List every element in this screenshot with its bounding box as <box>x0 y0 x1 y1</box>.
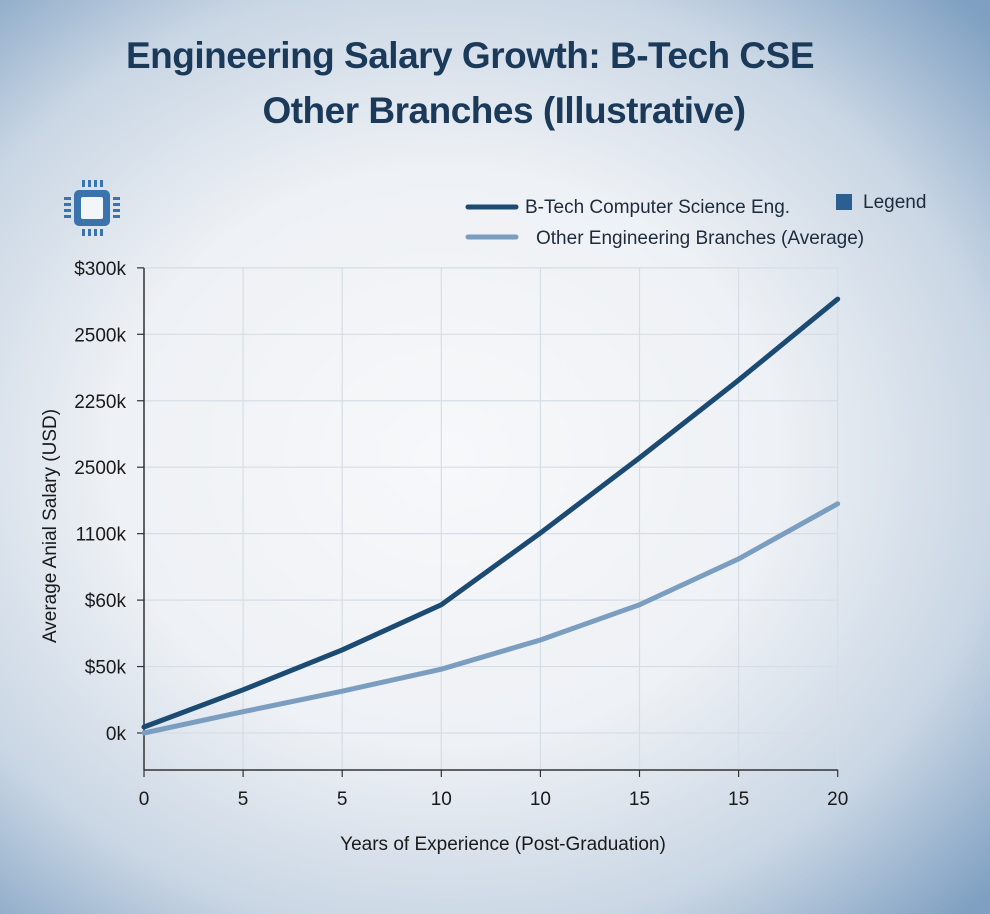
x-tick-label: 10 <box>530 789 551 810</box>
x-tick-label: 5 <box>238 789 249 810</box>
y-tick-label: 0k <box>106 724 127 745</box>
legend-marker <box>836 194 852 210</box>
y-tick-label: $50k <box>85 658 127 679</box>
y-tick-label: $60k <box>85 591 127 612</box>
x-tick-label: 15 <box>728 789 749 810</box>
y-axis-label: Average Anial Salary (USD) <box>40 409 61 643</box>
y-tick-label: 2250k <box>74 392 126 413</box>
y-tick-label: 2500k <box>74 458 126 479</box>
x-axis-label: Years of Experience (Post-Graduation) <box>340 834 666 855</box>
y-tick-label: $300k <box>74 259 126 280</box>
y-tick-label: 1100k <box>76 525 127 546</box>
cpu-chip-icon <box>64 180 120 236</box>
legend-title: Legend <box>863 192 926 213</box>
x-tick-label: 10 <box>431 789 452 810</box>
grid <box>143 267 839 770</box>
x-tick-label: 0 <box>139 789 150 810</box>
legend-label-other: Other Engineering Branches (Average) <box>536 228 864 249</box>
axes <box>137 267 839 777</box>
series-line-other <box>141 501 841 736</box>
chart-title: Engineering Salary Growth: B-Tech CSE Ot… <box>0 28 990 138</box>
series-lines <box>141 296 841 736</box>
chart-title-line-2: Other Branches (Illustrative) <box>262 90 746 131</box>
x-tick-label: 5 <box>337 789 348 810</box>
legend: B-Tech Computer Science Eng. Other Engin… <box>465 192 926 249</box>
chart-title-line-1: Engineering Salary Growth: B-Tech CSE <box>125 35 815 76</box>
legend-label-cse: B-Tech Computer Science Eng. <box>525 197 790 218</box>
x-tick-label: 20 <box>827 789 848 810</box>
y-tick-label: 2500k <box>74 325 126 346</box>
series-line-cse <box>141 296 841 730</box>
y-tick-labels: 0k $50k $60k 1100k 2500k 2250k 2500k $300k <box>74 259 126 745</box>
x-tick-label: 15 <box>629 789 650 810</box>
x-tick-labels: 0 5 5 10 10 15 15 20 <box>139 789 849 810</box>
